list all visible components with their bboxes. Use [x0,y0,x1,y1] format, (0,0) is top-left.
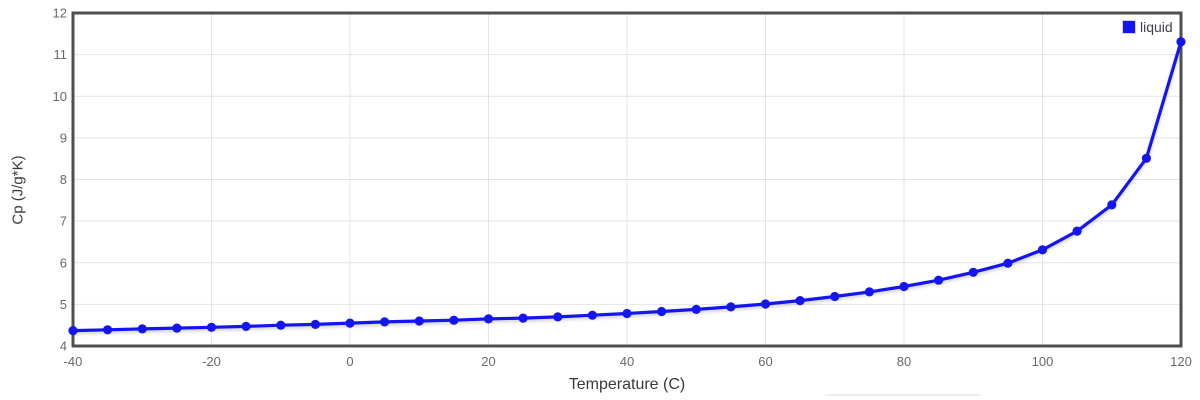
x-tick-label: 100 [1032,354,1054,369]
y-tick-label: 11 [54,47,68,62]
data-point-liquid[interactable] [449,315,459,325]
data-point-liquid[interactable] [1037,245,1048,255]
data-point-liquid[interactable] [345,318,355,328]
data-point-liquid[interactable] [760,299,771,309]
x-tick-label: 80 [897,354,911,369]
y-tick-label: 4 [60,339,67,354]
y-tick-label: 7 [60,214,67,229]
x-tick-label: 120 [1170,354,1192,369]
data-point-liquid[interactable] [483,314,494,324]
y-tick-label: 6 [60,255,67,270]
data-point-liquid[interactable] [1141,153,1151,163]
data-point-liquid[interactable] [380,317,390,327]
data-point-liquid[interactable] [206,322,217,332]
y-axis-title: Cp (J/g*K) [9,155,27,225]
legend-label: liquid [1140,19,1173,35]
data-point-liquid[interactable] [726,302,736,312]
data-point-liquid[interactable] [553,312,563,322]
legend-item-liquid[interactable]: liquid [1122,19,1173,35]
legend-swatch-icon [1122,20,1136,34]
y-tick-label: 5 [60,297,67,312]
data-point-liquid[interactable] [899,281,909,292]
x-tick-label: -40 [64,354,83,369]
data-point-liquid[interactable] [795,296,805,306]
x-axis-title: Temperature (C) [568,376,686,393]
faint-dotted-artifact [825,394,981,396]
x-tick-label: 20 [481,354,495,369]
data-point-liquid[interactable] [137,324,147,334]
y-tick-label: 8 [60,172,67,187]
data-point-liquid[interactable] [1003,258,1013,268]
data-point-liquid[interactable] [968,267,978,277]
axis-border [71,11,1183,348]
data-point-liquid[interactable] [518,313,528,323]
data-point-liquid[interactable] [172,323,182,333]
data-point-liquid[interactable] [414,316,424,326]
data-point-liquid[interactable] [103,325,113,335]
data-point-liquid[interactable] [622,308,632,319]
y-tick-label: 9 [60,130,67,145]
data-point-liquid[interactable] [864,287,875,297]
data-point-liquid[interactable] [310,319,320,329]
x-tick-label: 60 [758,354,772,369]
x-tick-label: 40 [620,354,634,369]
data-point-liquid[interactable] [1176,37,1186,47]
x-tick-label: -20 [202,354,221,369]
data-point-liquid[interactable] [241,321,251,331]
x-tick-label: 0 [346,354,353,369]
data-point-liquid[interactable] [587,310,598,320]
data-point-liquid[interactable] [691,304,701,314]
y-tick-label: 12 [53,6,67,21]
data-point-liquid[interactable] [1072,226,1082,236]
data-point-liquid[interactable] [276,320,286,330]
data-point-liquid[interactable] [657,306,667,317]
data-point-liquid[interactable] [830,291,840,302]
data-point-liquid[interactable] [934,275,944,285]
data-point-liquid[interactable] [68,326,78,336]
data-point-liquid[interactable] [1107,200,1117,210]
y-tick-label: 10 [53,89,67,104]
